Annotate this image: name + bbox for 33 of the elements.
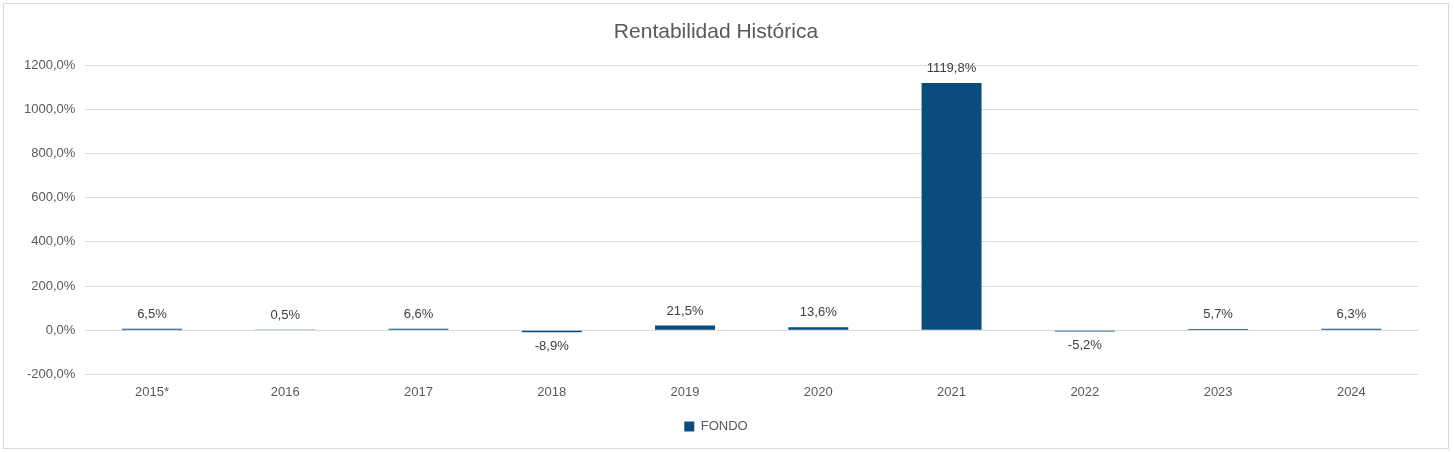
- x-tick-label: 2022: [1070, 383, 1100, 399]
- y-tick-label: 200,0%: [31, 277, 76, 293]
- x-tick-label: 2018: [537, 383, 567, 399]
- legend-label: FONDO: [700, 418, 748, 434]
- y-tick-label: 800,0%: [31, 145, 76, 161]
- x-tick-label: 2019: [670, 383, 700, 399]
- data-label: 13,6%: [799, 304, 838, 320]
- y-tick-label: 1200,0%: [23, 56, 76, 72]
- chart-title: Rentabilidad Histórica: [613, 19, 819, 43]
- data-label: -5,2%: [1067, 337, 1103, 353]
- bar: [921, 82, 982, 330]
- data-label: 0,5%: [270, 307, 301, 323]
- bar: [788, 327, 849, 330]
- x-tick-label: 2015*: [134, 383, 169, 399]
- data-label: 5,7%: [1203, 306, 1234, 322]
- x-tick-label: 2024: [1336, 383, 1366, 399]
- y-tick-label: -200,0%: [26, 365, 76, 381]
- data-label: 21,5%: [666, 302, 704, 318]
- data-label: -8,9%: [534, 338, 570, 354]
- x-tick-label: 2023: [1203, 383, 1233, 399]
- x-tick-label: 2016: [270, 383, 300, 399]
- x-tick-label: 2020: [803, 383, 833, 399]
- y-tick-label: 600,0%: [31, 189, 76, 205]
- data-label: 6,5%: [137, 305, 168, 321]
- x-tick-label: 2017: [404, 383, 433, 399]
- x-tick-label: 2021: [937, 383, 967, 399]
- data-label: 1119,8%: [926, 59, 977, 75]
- data-label: 6,6%: [403, 305, 434, 321]
- bar: [655, 325, 716, 330]
- data-label: 6,3%: [1336, 305, 1367, 321]
- y-tick-label: 1000,0%: [23, 100, 76, 116]
- y-tick-label: 0,0%: [45, 321, 76, 337]
- y-tick-label: 400,0%: [31, 233, 76, 249]
